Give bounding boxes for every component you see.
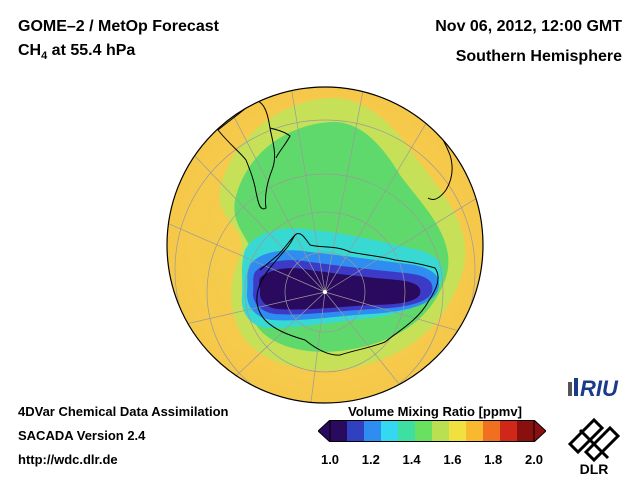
riu-logo-bar2 xyxy=(574,378,578,396)
colorbar-svg xyxy=(317,418,547,444)
colorbar-segment xyxy=(432,420,450,442)
species-name: CH xyxy=(18,42,42,59)
colorbar-tick-label: 1.0 xyxy=(320,452,340,467)
colorbar-tick-label: 1.4 xyxy=(402,452,421,467)
south-pole-marker xyxy=(323,290,327,294)
colorbar-segment xyxy=(415,420,433,442)
colorbar xyxy=(317,418,547,444)
colorbar-over-arrow xyxy=(533,418,547,444)
dlr-logo-mark xyxy=(567,417,621,463)
graticule xyxy=(167,87,483,403)
coastline-south-america-east xyxy=(269,127,291,159)
colorbar-segment xyxy=(517,420,535,442)
dlr-logo: DLR xyxy=(562,412,626,477)
colorbar-tick-label: 1.6 xyxy=(443,452,462,467)
colorbar-segment xyxy=(347,420,365,442)
colorbar-tick-label: 1.8 xyxy=(484,452,503,467)
colorbar-tick-label: 1.2 xyxy=(361,452,380,467)
colorbar-segment xyxy=(381,420,399,442)
colorbar-frame xyxy=(329,420,535,442)
riu-logo: RIU xyxy=(566,372,630,402)
hemisphere-label: Southern Hemisphere xyxy=(455,48,622,65)
field-core-minimum xyxy=(259,268,421,310)
colorbar-segment xyxy=(483,420,501,442)
colorbar-segment xyxy=(466,420,484,442)
map-title: GOME–2 / MetOp Forecast xyxy=(18,18,219,35)
colorbar-tick-label: 2.0 xyxy=(524,452,544,467)
colorbar-segment xyxy=(500,420,518,442)
footer-version: SACADA Version 2.4 xyxy=(18,428,146,443)
colorbar-segment xyxy=(330,420,348,442)
globe-svg xyxy=(166,86,484,404)
riu-logo-bar1 xyxy=(568,382,572,396)
footer-method: 4DVar Chemical Data Assimilation xyxy=(18,404,229,419)
map-subtitle: CH4 at 55.4 hPa xyxy=(18,42,135,62)
pressure-level: at 55.4 hPa xyxy=(47,42,136,59)
colorbar-title: Volume Mixing Ratio [ppmv] xyxy=(348,404,522,419)
dlr-logo-text: DLR xyxy=(580,461,609,476)
colorbar-segment xyxy=(364,420,382,442)
colorbar-segment xyxy=(398,420,416,442)
forecast-datetime: Nov 06, 2012, 12:00 GMT xyxy=(435,18,622,35)
coastline-antarctic-peninsula xyxy=(259,234,296,271)
footer-url[interactable]: http://wdc.dlr.de xyxy=(18,452,118,467)
species-subscript: 4 xyxy=(41,50,48,63)
globe-map xyxy=(160,80,490,410)
colorbar-under-arrow xyxy=(317,418,331,444)
coastline-antarctica xyxy=(256,232,439,356)
colorbar-segment xyxy=(449,420,467,442)
globe-outline xyxy=(166,86,484,404)
riu-logo-text: RIU xyxy=(580,376,619,401)
